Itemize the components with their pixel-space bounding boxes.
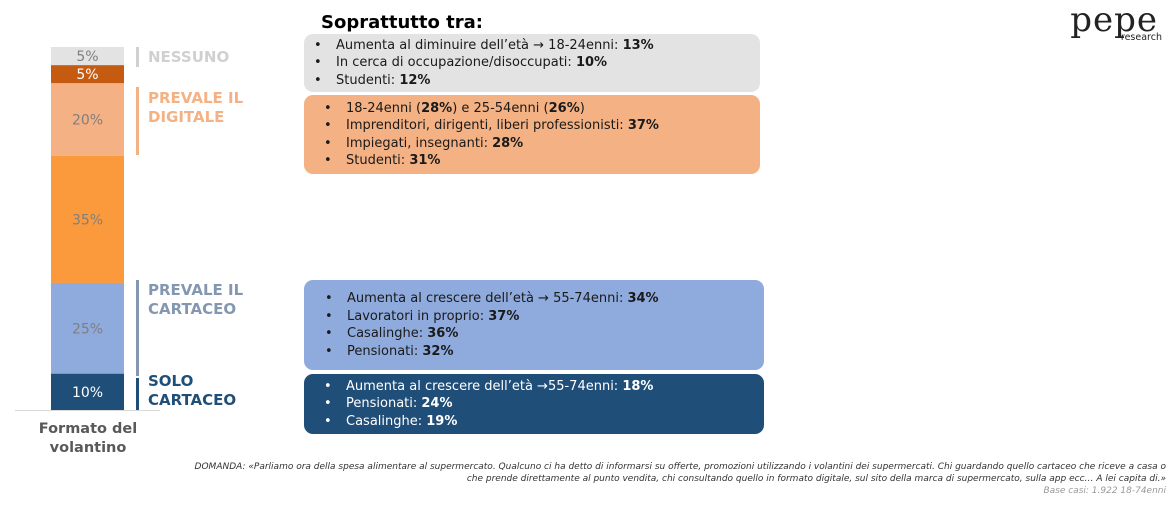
bullet: Studenti: 12% xyxy=(314,72,750,90)
bold-text: 37% xyxy=(488,308,520,324)
bullet: In cerca di occupazione/disoccupati: 10% xyxy=(314,54,750,72)
text: ) e 25-54enni ( xyxy=(452,100,549,116)
bold-text: 12% xyxy=(399,72,431,88)
bar-segment xyxy=(51,65,124,84)
footnote-base: Base casi: 1.922 18-74enni xyxy=(1043,486,1166,496)
text: 18-24enni ( xyxy=(346,100,422,116)
annotation-box: Aumenta al diminuire dell’età → 18-24enn… xyxy=(304,34,760,92)
bullet: Imprenditori, dirigenti, liberi professi… xyxy=(324,117,750,135)
bold-text: 18% xyxy=(622,378,654,394)
heading: Soprattutto tra: xyxy=(321,12,483,33)
bar-chart: 5% 5% 20% 35% 25% 10% xyxy=(15,47,160,411)
bold-text: 37% xyxy=(627,118,659,133)
logo-sub: research xyxy=(1120,32,1162,43)
bold-text: 10% xyxy=(575,55,608,71)
bullet: Aumenta al crescere dell’età →55-74enni:… xyxy=(324,378,754,396)
group-label: PREVALE IL CARTACEO xyxy=(148,281,244,318)
bold-text: 24% xyxy=(421,396,453,412)
bracket-line xyxy=(136,47,139,67)
bold-text: 13% xyxy=(622,37,654,53)
bar-segment xyxy=(51,282,124,374)
text: Imprenditori, dirigenti, liberi professi… xyxy=(346,118,628,133)
bullet: Lavoratori in proprio: 37% xyxy=(325,308,754,326)
bullet: Studenti: 31% xyxy=(324,152,750,170)
text: In cerca di occupazione/disoccupati: xyxy=(336,55,576,71)
text: Casalinghe: xyxy=(347,326,428,341)
bullet: Aumenta al diminuire dell’età → 18-24enn… xyxy=(314,37,750,55)
bar-segment xyxy=(51,373,124,410)
value-label: 5% xyxy=(76,49,98,65)
text: Aumenta al crescere dell’età → 55-74enni… xyxy=(347,291,628,306)
bold-text: 26% xyxy=(548,100,580,116)
bold-text: 31% xyxy=(409,153,441,168)
bold-text: 28% xyxy=(421,100,453,116)
bold-text: 19% xyxy=(426,413,458,429)
bullet: 18-24enni (28%) e 25-54enni (26%) xyxy=(324,100,750,118)
annotation-box: Aumenta al crescere dell’età →55-74enni:… xyxy=(304,374,764,434)
text: Lavoratori in proprio: xyxy=(347,308,489,324)
value-label: 5% xyxy=(76,67,98,83)
annotation-box: Aumenta al crescere dell’età → 55-74enni… xyxy=(304,280,764,370)
logo-name: pepe xyxy=(1070,0,1158,40)
logo: pepe research xyxy=(1062,0,1162,44)
footnote-line: DOMANDA: «Parliamo ora della spesa alime… xyxy=(194,462,1166,472)
text: Casalinghe: xyxy=(346,413,427,429)
bullet: Pensionati: 32% xyxy=(325,343,754,361)
text: Pensionati: xyxy=(346,396,422,412)
group-label: PREVALE IL DIGITALE xyxy=(148,89,244,126)
footnote-line: che prende direttamente al punto vendita… xyxy=(466,474,1166,484)
bar-segment xyxy=(51,83,124,156)
bar-segment xyxy=(51,155,124,283)
bracket-line xyxy=(136,87,139,155)
value-label: 20% xyxy=(72,113,103,129)
bar-segment xyxy=(51,47,124,66)
bullet: Casalinghe: 36% xyxy=(325,325,754,343)
bold-text: 36% xyxy=(427,326,459,341)
bracket-line xyxy=(136,378,139,410)
text: Aumenta al diminuire dell’età → 18-24enn… xyxy=(336,37,623,53)
value-label: 35% xyxy=(72,212,103,228)
text: Studenti: xyxy=(336,72,400,88)
bold-text: 28% xyxy=(492,135,524,151)
group-label: NESSUNO xyxy=(148,48,230,66)
value-label: 25% xyxy=(72,321,103,337)
text: ) xyxy=(579,100,585,116)
text: Pensionati: xyxy=(347,343,423,359)
bullet: Aumenta al crescere dell’età → 55-74enni… xyxy=(325,290,754,308)
bracket-line xyxy=(136,280,139,376)
group-label: SOLO CARTACEO xyxy=(148,372,237,409)
bullet: Impiegati, insegnanti: 28% xyxy=(324,135,750,153)
text: Impiegati, insegnanti: xyxy=(346,135,493,151)
category-label: Formato del volantino xyxy=(38,421,138,456)
bullet: Pensionati: 24% xyxy=(324,395,754,413)
value-label: 10% xyxy=(72,385,103,401)
bullet: Casalinghe: 19% xyxy=(324,413,754,431)
annotation-box: 18-24enni (28%) e 25-54enni (26%)Imprend… xyxy=(304,95,760,174)
bold-text: 32% xyxy=(422,343,454,359)
text: Studenti: xyxy=(346,153,410,168)
bold-text: 34% xyxy=(627,291,659,306)
text: Aumenta al crescere dell’età →55-74enni: xyxy=(346,378,623,394)
